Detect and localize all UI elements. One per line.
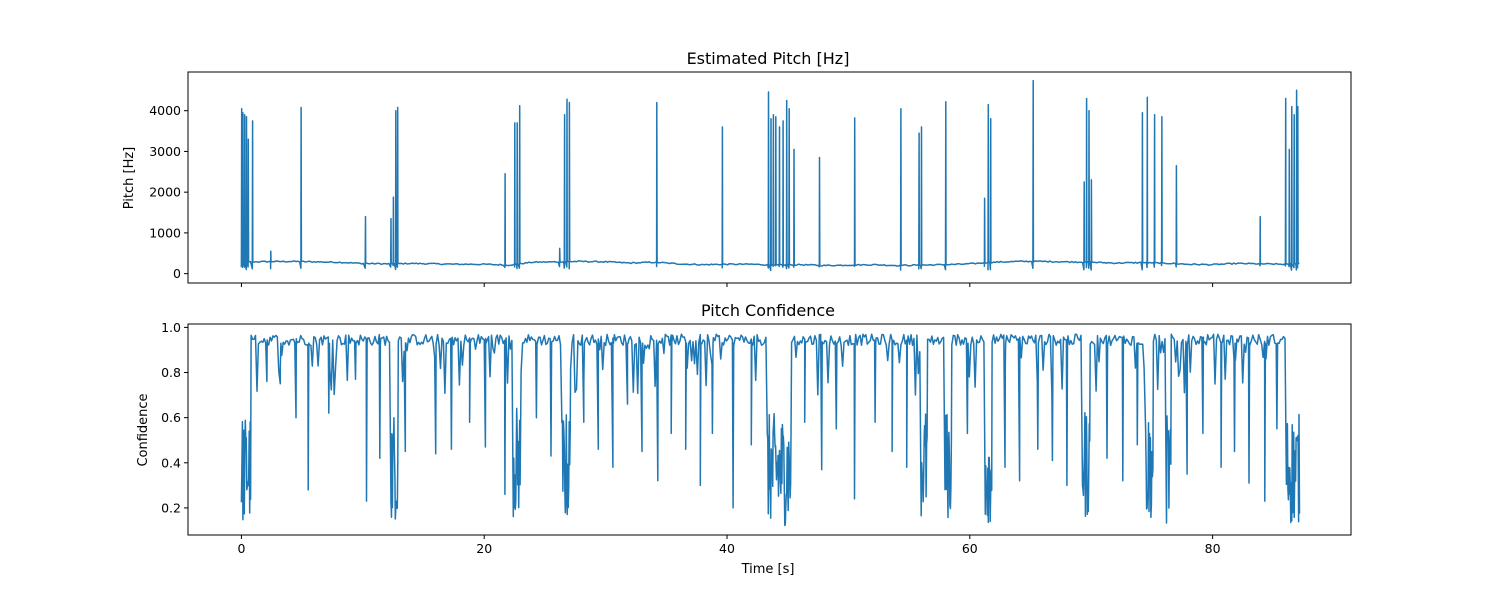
- pitch-yticks: 0 1000 2000 3000 4000: [149, 103, 188, 281]
- ytick-label: 0.6: [161, 410, 181, 425]
- xtick-label: 40: [719, 541, 735, 556]
- xtick-label: 20: [476, 541, 492, 556]
- xtick-label: 80: [1205, 541, 1221, 556]
- pitch-axes-frame: [187, 71, 1352, 284]
- confidence-plot-area: [240, 333, 1301, 527]
- pitch-ylabel: Pitch [Hz]: [122, 147, 137, 210]
- pitch-axes: Estimated Pitch [Hz] Pitch [Hz] 0 1000 200…: [122, 49, 1352, 287]
- confidence-series-line: [240, 333, 1301, 527]
- pitch-xticks: [240, 283, 1214, 287]
- confidence-axes-frame: [187, 323, 1352, 536]
- confidence-ylabel: Confidence: [136, 393, 151, 466]
- pitch-plot-area: [240, 79, 1300, 272]
- pitch-title: Estimated Pitch [Hz]: [687, 49, 850, 68]
- ytick-label: 0.4: [161, 455, 181, 470]
- confidence-yticks: 0.2 0.4 0.6 0.8 1.0: [161, 320, 188, 515]
- ytick-label: 4000: [149, 103, 181, 118]
- xtick-label: 0: [237, 541, 245, 556]
- ytick-label: 3000: [149, 144, 181, 159]
- time-xlabel: Time [s]: [741, 562, 795, 577]
- ytick-label: 1000: [149, 225, 181, 240]
- ytick-label: 0.2: [161, 500, 181, 515]
- ytick-label: 1.0: [161, 320, 181, 335]
- confidence-xticks: 0 20 40 60 80: [237, 535, 1221, 556]
- confidence-title: Pitch Confidence: [701, 301, 835, 320]
- confidence-axes: Pitch Confidence Confidence Time [s] 0.2…: [136, 301, 1352, 577]
- xtick-label: 60: [962, 541, 978, 556]
- ytick-label: 0.8: [161, 365, 181, 380]
- pitch-series-line: [240, 79, 1300, 272]
- ytick-label: 0: [173, 266, 181, 281]
- ytick-label: 2000: [149, 185, 181, 200]
